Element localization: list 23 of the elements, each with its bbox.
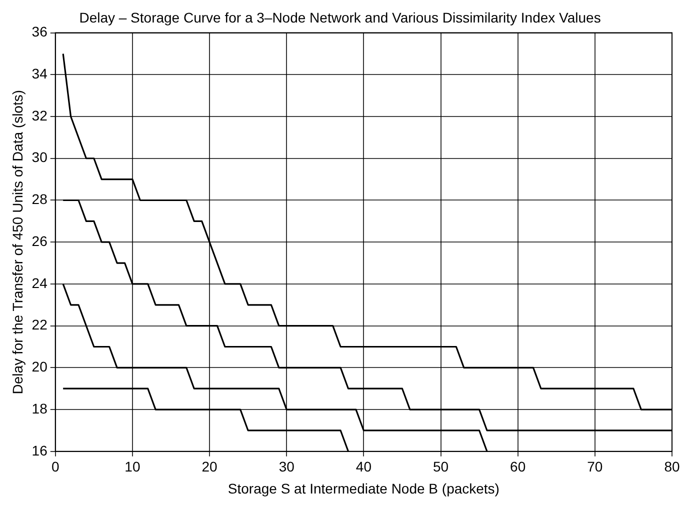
x-tick-label: 30 — [278, 458, 295, 475]
y-tick-label: 20 — [32, 358, 48, 375]
x-tick-label: 40 — [356, 458, 372, 475]
y-tick-label: 30 — [32, 149, 48, 166]
y-tick-label: 24 — [32, 274, 48, 291]
x-tick-label: 80 — [664, 458, 680, 475]
x-tick-label: 20 — [202, 458, 218, 475]
x-tick-label: 10 — [124, 458, 140, 475]
chart-title: Delay – Storage Curve for a 3–Node Network and Various Dissimilarity Index Values — [79, 9, 601, 26]
x-tick-label: 50 — [432, 458, 449, 475]
y-tick-label: 16 — [32, 442, 48, 458]
y-tick-label: 22 — [32, 316, 48, 333]
y-tick-label: 26 — [32, 232, 48, 249]
y-tick-label: 32 — [32, 107, 48, 124]
y-axis-title: Delay for the Transfer of 450 Units of Data (slots) — [9, 90, 26, 394]
x-tick-label: 0 — [51, 458, 60, 475]
x-tick-label: 60 — [510, 458, 526, 475]
y-tick-label: 34 — [32, 66, 48, 82]
y-tick-label: 36 — [32, 24, 48, 40]
x-tick-label: 70 — [587, 458, 603, 475]
x-axis-title: Storage S at Intermediate Node B (packets) — [228, 480, 500, 496]
y-tick-label: 28 — [32, 191, 48, 208]
y-tick-label: 18 — [32, 400, 48, 416]
